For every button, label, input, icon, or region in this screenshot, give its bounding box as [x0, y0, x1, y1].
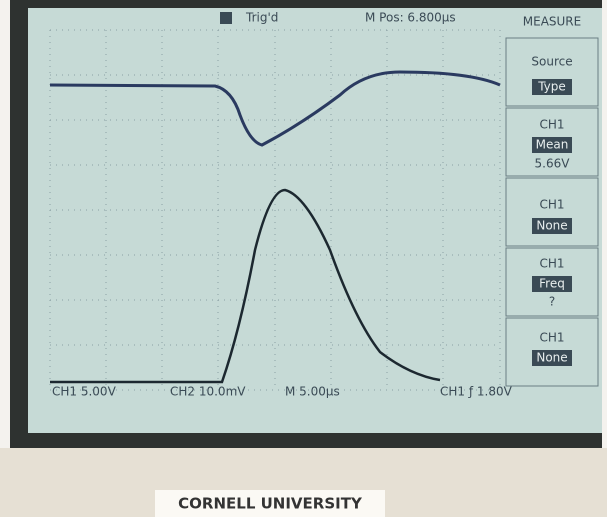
- menu-highlight: [532, 218, 572, 234]
- menu-line2: Mean: [536, 138, 569, 152]
- menu-line1: Source: [531, 55, 572, 69]
- ch1-scale: CH1 5.00V: [52, 385, 117, 399]
- menu-highlight: [532, 79, 572, 95]
- menu-box[interactable]: [505, 107, 599, 177]
- ch1-trace: [49, 70, 501, 147]
- ch2-trace: [50, 188, 441, 384]
- position: M Pos: 6.800µs: [365, 11, 456, 25]
- label-plate: [155, 490, 385, 517]
- menu-line2: Freq: [539, 277, 565, 291]
- menu-highlight: [532, 350, 572, 366]
- menu-line2: None: [536, 219, 567, 233]
- ch2-scale: CH2 10.0mV: [170, 385, 246, 399]
- menu-line1: CH1: [539, 257, 564, 271]
- graticule: [49, 29, 501, 391]
- menu-line2: None: [536, 351, 567, 365]
- menu-line3: 5.66V: [535, 157, 571, 171]
- menu-box[interactable]: [505, 37, 599, 107]
- menu: Source Type CH1 Mean 5.66V CH1 None CH1 …: [505, 37, 599, 387]
- menu-highlight: [532, 276, 572, 292]
- menu-line3: ?: [549, 295, 555, 309]
- menu-box[interactable]: [505, 317, 599, 387]
- menu-box[interactable]: [505, 177, 599, 247]
- trigger-icon: [220, 12, 232, 24]
- trigger-level: CH1 ƒ 1.80V: [440, 385, 513, 399]
- menu-line1: CH1: [539, 118, 564, 132]
- menu-line1: CH1: [539, 331, 564, 345]
- trigger-status: Trig'd: [245, 11, 278, 25]
- menu-title: MEASURE: [523, 15, 581, 29]
- institution-label: CORNELL UNIVERSITY: [178, 495, 363, 513]
- menu-line2: Type: [537, 80, 566, 94]
- timebase: M 5.00µs: [285, 385, 340, 399]
- menu-line1: CH1: [539, 198, 564, 212]
- menu-box[interactable]: [505, 247, 599, 317]
- menu-highlight: [532, 137, 572, 153]
